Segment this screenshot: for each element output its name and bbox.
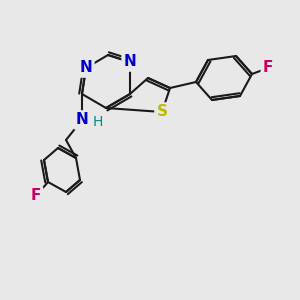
Text: F: F — [263, 61, 273, 76]
Text: N: N — [80, 61, 92, 76]
Text: N: N — [124, 55, 136, 70]
Text: N: N — [76, 112, 88, 128]
Text: S: S — [157, 104, 167, 119]
Text: H: H — [93, 115, 103, 129]
Text: F: F — [31, 188, 41, 203]
